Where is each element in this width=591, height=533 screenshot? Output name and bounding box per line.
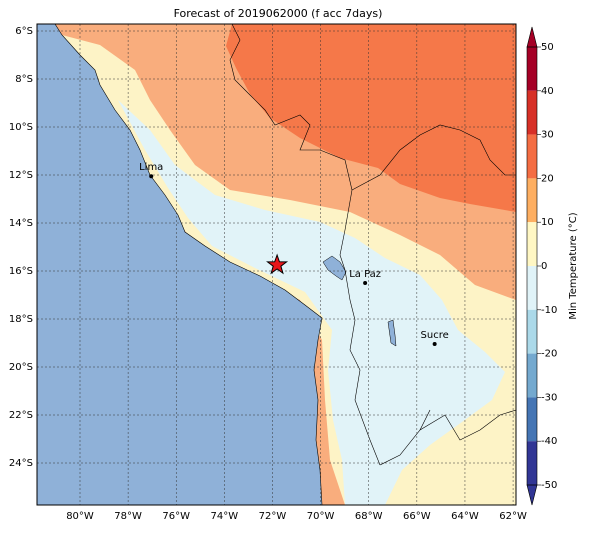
lat-tick-label: 20°S <box>9 362 33 373</box>
colorbar-bin <box>527 397 537 442</box>
grid <box>37 24 516 505</box>
colorbar-bin <box>527 134 537 179</box>
colorbar-extend <box>526 484 538 506</box>
lon-tick-label: 74°W <box>211 511 239 522</box>
temperature-band <box>226 24 516 212</box>
colorbar-tick-label: 40 <box>541 86 554 97</box>
lon-tick-label: 68°W <box>355 511 383 522</box>
colorbar-bin <box>527 178 537 223</box>
colorbar-bin <box>527 309 537 354</box>
star-marker <box>266 253 289 275</box>
lon-tick-label: 76°W <box>162 511 190 522</box>
borders <box>229 24 516 466</box>
lon-tick-label: 70°W <box>307 511 335 522</box>
lat-tick-label: 10°S <box>9 122 33 133</box>
city-marker <box>149 174 154 179</box>
colorbar-tick-label: 30 <box>541 130 554 141</box>
colorbar-bin <box>527 222 537 266</box>
colorbar-bin <box>527 441 537 485</box>
colorbar-tick-label: -30 <box>541 392 557 403</box>
lon-tick-label: 62°W <box>499 511 527 522</box>
colorbar-extend <box>526 26 538 48</box>
map-frame <box>36 23 517 506</box>
lon-tick-label: 78°W <box>114 511 142 522</box>
ocean <box>37 24 323 505</box>
colorbar-tick-label: -40 <box>541 436 557 447</box>
lat-tick-label: 16°S <box>9 266 33 277</box>
colorbar-tick-label: 50 <box>541 42 554 53</box>
colorbar-label: Min Temperature (°C) <box>568 212 579 319</box>
city-label: Sucre <box>421 330 449 341</box>
lat-tick-label: 18°S <box>9 314 33 325</box>
colorbar-bin <box>527 353 537 398</box>
lon-tick-label: 64°W <box>451 511 479 522</box>
city-marker <box>432 341 437 346</box>
lat-tick-label: 6°S <box>15 26 33 37</box>
temperature-band <box>118 100 505 505</box>
colorbar-tick-label: 20 <box>541 173 554 184</box>
colorbar-bin <box>527 47 537 91</box>
colorbar-bin <box>527 266 537 310</box>
colorbar-tick-label: -50 <box>541 480 557 491</box>
lat-tick-label: 22°S <box>9 410 33 421</box>
lat-tick-label: 14°S <box>9 218 33 229</box>
lat-tick-label: 8°S <box>15 74 33 85</box>
colorbar-tick-label: -20 <box>541 349 557 360</box>
map-area <box>37 24 516 505</box>
colorbar-bin <box>527 90 537 135</box>
lon-tick-label: 66°W <box>403 511 431 522</box>
overlay: 80°W 78°W 76°W 74°W 72°W 70°W 68°W 66°W 64°W 62°W… <box>9 26 527 522</box>
lat-tick-label: 24°S <box>9 458 33 469</box>
city-marker <box>363 281 368 285</box>
lake-poopo <box>387 319 397 347</box>
map-title: Forecast of 2019062000 (f acc 7days) <box>174 7 383 20</box>
city-label: La Paz <box>349 269 381 280</box>
lat-tick-label: 12°S <box>9 170 33 181</box>
colorbar-tick-label: -10 <box>541 305 557 316</box>
colorbar-tick-label: 0 <box>541 261 547 272</box>
lon-tick-label: 80°W <box>66 511 94 522</box>
colorbar-tick-label: 10 <box>541 217 554 228</box>
city-label: Lima <box>139 162 163 173</box>
lon-tick-label: 72°W <box>259 511 287 522</box>
